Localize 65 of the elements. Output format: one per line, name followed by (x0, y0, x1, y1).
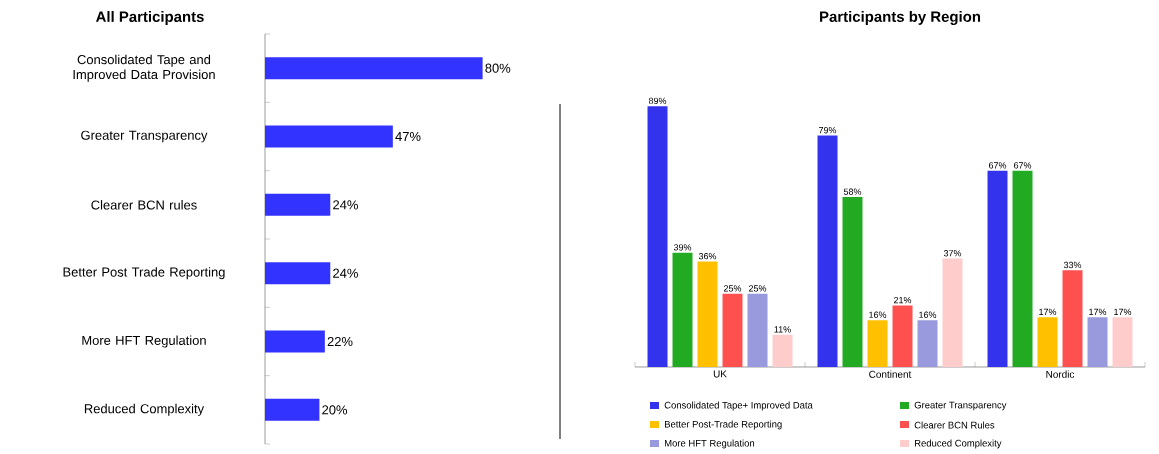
bar (265, 262, 331, 285)
y-tick-label: Reduced Complexity (84, 403, 205, 416)
bar (817, 135, 838, 367)
data-label: 37% (943, 250, 962, 257)
legend-label: More HFT Regulation (664, 439, 755, 449)
bar (1087, 317, 1108, 367)
x-tick-label: Nordic (1046, 370, 1075, 378)
data-label: 39% (673, 244, 692, 251)
data-label: 25% (748, 285, 767, 292)
bar (942, 258, 963, 367)
y-tick-label: Greater Transparency (81, 130, 208, 143)
data-label: 17% (1089, 308, 1107, 315)
bar (265, 330, 325, 353)
data-label: 58% (843, 188, 862, 195)
bar (987, 170, 1008, 367)
legend-label: Clearer BCN Rules (914, 421, 995, 429)
y-tick-label: More HFT Regulation (82, 335, 206, 348)
data-label: 25% (723, 285, 742, 292)
legend-label: Consolidated Tape+ Improved Data (664, 401, 813, 411)
bar (1062, 270, 1083, 367)
data-label: 33% (1063, 261, 1082, 269)
data-label: 67% (1013, 162, 1032, 169)
bar (697, 261, 718, 367)
legend-label: Reduced Complexity (914, 439, 1002, 449)
data-label: 24% (333, 268, 358, 278)
y-tick-label: Clearer BCN rules (91, 200, 197, 210)
data-label: 47% (395, 131, 421, 142)
bar (867, 320, 888, 367)
bar (647, 106, 668, 367)
x-tick-label: Continent (869, 370, 912, 378)
data-label: 16% (869, 311, 887, 318)
bar (265, 193, 331, 216)
data-label: 36% (698, 252, 717, 260)
data-label: 20% (322, 405, 348, 415)
bar (265, 398, 320, 421)
bar (747, 293, 768, 367)
chart-title: All Participants (95, 11, 204, 25)
legend-label: Better Post-Trade Reporting (664, 420, 782, 430)
bar (722, 293, 743, 367)
bar (265, 57, 483, 80)
data-label: 16% (919, 311, 937, 318)
chart-title: Participants by Region (820, 11, 981, 25)
data-label: 17% (1114, 308, 1132, 315)
legend-label: Greater Transparency (914, 401, 1007, 411)
data-label: 22% (327, 336, 353, 347)
bar (672, 252, 693, 367)
bar (892, 305, 913, 367)
y-tick-label: Consolidated Tape and Improved Data Provision (73, 54, 215, 82)
data-label: 24% (333, 200, 358, 210)
bar (772, 334, 793, 367)
bar (1037, 317, 1058, 367)
bar (265, 125, 393, 148)
data-label: 80% (485, 63, 511, 73)
bar (842, 197, 863, 367)
data-label: 21% (893, 296, 912, 304)
y-tick-label: Better Post Trade Reporting (63, 267, 225, 280)
x-tick-label: UK (713, 370, 727, 378)
data-label: 11% (774, 326, 791, 333)
bar (917, 320, 938, 367)
bar (1012, 170, 1033, 367)
data-label: 79% (818, 127, 837, 134)
data-label: 89% (648, 97, 667, 105)
data-label: 67% (988, 162, 1007, 169)
bar (1112, 317, 1133, 367)
data-label: 17% (1039, 308, 1057, 315)
